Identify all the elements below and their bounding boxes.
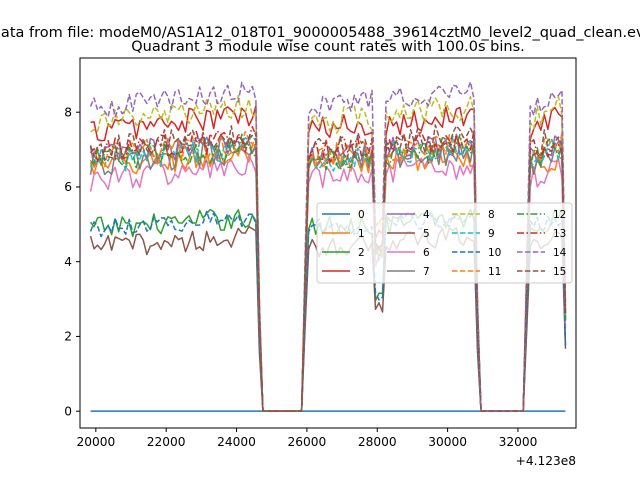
chart-title: Quadrant 3 module wise count rates with … [131, 39, 525, 55]
y-tick-label: 0 [64, 404, 72, 418]
legend-label-3: 3 [358, 266, 365, 278]
legend-label-12: 12 [553, 209, 566, 221]
legend-label-13: 13 [553, 228, 566, 240]
x-tick-label: 24000 [217, 435, 256, 449]
y-tick-label: 2 [64, 330, 72, 344]
x-tick-label: 26000 [288, 435, 327, 449]
legend-label-14: 14 [553, 247, 567, 259]
x-tick-label: 28000 [358, 435, 397, 449]
legend-label-11: 11 [488, 266, 501, 278]
legend-label-7: 7 [423, 266, 430, 278]
x-tick-label: 30000 [428, 435, 467, 449]
legend-label-10: 10 [488, 247, 501, 259]
y-tick-label: 4 [64, 255, 72, 269]
legend-label-6: 6 [423, 247, 430, 259]
legend-label-5: 5 [423, 228, 430, 240]
legend-label-4: 4 [423, 209, 430, 221]
x-tick-label: 20000 [76, 435, 115, 449]
plot-frame [79, 57, 577, 429]
figure-suptitle: Data from file: modeM0/AS1A12_018T01_900… [0, 25, 640, 41]
series-line-8 [90, 94, 567, 412]
legend-label-1: 1 [358, 228, 365, 240]
axes-layer: 20000 22000 24000 26000 28000 30000 32000 0 2 4 6 8 [64, 57, 577, 449]
x-tick-label: 22000 [147, 435, 186, 449]
y-tick-label: 8 [64, 105, 72, 119]
legend-label-0: 0 [358, 209, 365, 221]
legend-box [316, 202, 573, 284]
legend-label-8: 8 [488, 209, 495, 221]
x-axis-offset-label: +4.123e8 [516, 454, 576, 468]
legend-label-2: 2 [358, 247, 365, 259]
y-tick-label: 6 [64, 180, 72, 194]
x-tick-label: 32000 [499, 435, 538, 449]
legend-label-9: 9 [488, 228, 495, 240]
legend-label-15: 15 [553, 266, 566, 278]
series-line-15 [89, 124, 567, 412]
